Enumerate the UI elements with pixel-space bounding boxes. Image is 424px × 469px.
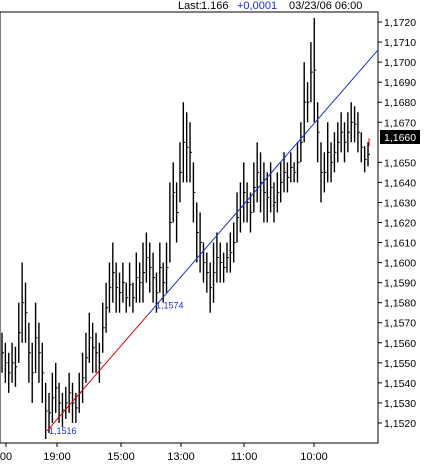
y-tick-label: 1,1650 [384, 157, 416, 169]
header-datetime: 03/23/06 06:00 [289, 0, 362, 12]
x-tick-label: 19:00 [43, 451, 71, 463]
y-tick-label: 1,1680 [384, 97, 416, 109]
x-tick-label: 15:00 [107, 451, 135, 463]
y-axis: 1,1720 1,1710 1,1700 1,1690 1,1680 1,1670 1,16… [378, 17, 416, 430]
header-last-label: Last: [178, 0, 202, 12]
x-tick-label: 00 [0, 451, 12, 463]
header-change: +0,0001 [237, 0, 277, 12]
header-last-value: 1.166 [201, 0, 229, 12]
y-tick-label: 1,1700 [384, 57, 416, 69]
plot-frame [0, 11, 379, 444]
y-tick-label: 1,1590 [384, 278, 416, 290]
y-tick-label: 1,1520 [384, 418, 416, 430]
y-tick-label: 1,1580 [384, 298, 416, 310]
x-axis: 00 19:00 15:00 13:00 11:00 10:00 [0, 443, 328, 463]
y-tick-label: 1,1630 [384, 197, 416, 209]
last-price-tag-text: 1,1660 [384, 132, 416, 144]
x-tick-label: 10:00 [300, 451, 328, 463]
y-tick-label: 1,1720 [384, 17, 416, 29]
trendline-blue [147, 49, 379, 316]
y-tick-label: 1,1540 [384, 378, 416, 390]
trendline-label-mid: 1,1574 [156, 301, 184, 311]
y-tick-label: 1,1610 [384, 238, 416, 250]
trendline-label-start: 1,1516 [49, 426, 77, 436]
y-tick-label: 1,1550 [384, 358, 416, 370]
last-price-tag-bg [380, 130, 420, 144]
last-price-tag: 1,1660 [380, 130, 420, 144]
x-tick-label: 13:00 [167, 451, 195, 463]
y-tick-label: 1,1560 [384, 338, 416, 350]
y-tick-label: 1,1670 [384, 117, 416, 129]
y-tick-label: 1,1640 [384, 177, 416, 189]
trendlines: 1,1516 1,1574 [46, 49, 379, 436]
y-tick-label: 1,1710 [384, 37, 416, 49]
trendline-red [46, 314, 149, 432]
x-tick-label: 11:00 [231, 451, 258, 463]
y-tick-label: 1,1620 [384, 217, 416, 229]
y-tick-label: 1,1570 [384, 318, 416, 330]
y-tick-label: 1,1690 [384, 77, 416, 89]
price-bars [1, 18, 370, 439]
chart-header: Last: 1.166 +0,0001 03/23/06 06:00 [178, 0, 362, 12]
y-tick-label: 1,1530 [384, 398, 416, 410]
y-tick-label: 1,1600 [384, 258, 416, 270]
